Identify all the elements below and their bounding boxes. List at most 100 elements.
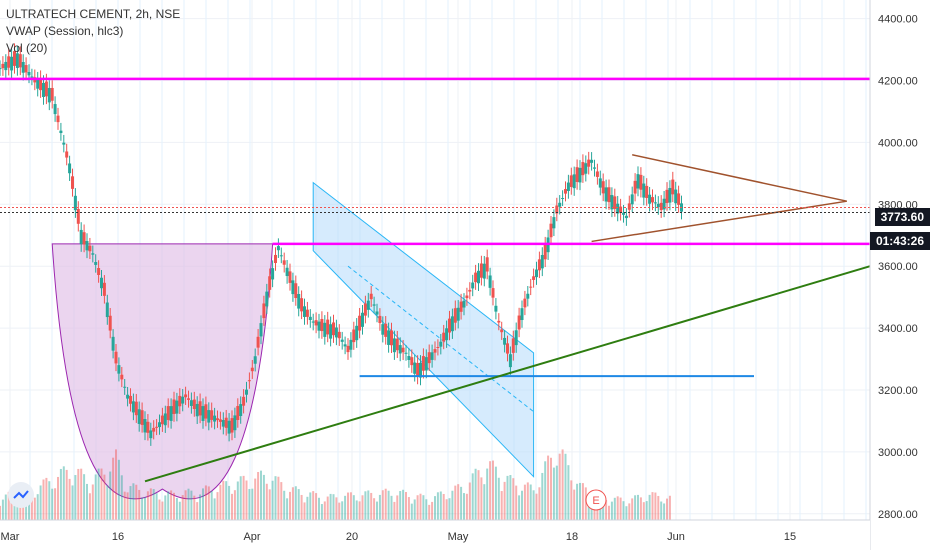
candle-body	[88, 245, 92, 252]
ascending-trendline[interactable]	[144, 265, 871, 483]
tradingview-logo-icon[interactable]	[8, 482, 34, 508]
volume-bar	[161, 501, 164, 520]
candle-body	[253, 356, 257, 364]
volume-bar	[106, 485, 109, 520]
candle-body	[285, 267, 289, 277]
candle-body	[187, 398, 190, 400]
volume-bar	[265, 483, 268, 520]
volume-bar	[109, 471, 112, 520]
volume-bar	[428, 504, 431, 520]
candle-body	[363, 303, 367, 316]
volume-bar	[202, 488, 204, 520]
candle-body	[300, 298, 304, 312]
candle-body	[18, 54, 22, 68]
candle-body	[172, 399, 176, 415]
candle-body	[140, 410, 144, 425]
candle-body	[340, 339, 344, 342]
candle-body	[662, 198, 666, 210]
volume-bar	[521, 490, 523, 520]
volume-bar	[91, 484, 94, 520]
triangle-upper-line[interactable]	[632, 154, 847, 202]
candle-body	[450, 316, 454, 332]
x-tick-label: 16	[112, 531, 124, 543]
volume-bar	[381, 490, 384, 520]
candle-body	[511, 338, 515, 353]
volume-bar	[526, 482, 529, 520]
candle-body	[155, 426, 159, 428]
candle-body	[500, 329, 504, 333]
volume-bar	[413, 499, 416, 520]
volume-bar	[103, 474, 106, 520]
cup-pattern[interactable]	[51, 243, 274, 500]
candle-body	[120, 374, 124, 380]
candle-body	[7, 56, 11, 68]
volume-bar	[51, 488, 54, 520]
channel-midline[interactable]	[347, 265, 534, 413]
volume-bar	[83, 474, 86, 520]
legend-volume[interactable]: Vol (20)	[6, 41, 48, 55]
candle-body	[221, 420, 225, 427]
volume-bar	[173, 492, 175, 520]
candle-body	[526, 293, 530, 299]
volume-bar	[602, 495, 605, 520]
volume-bar	[648, 494, 651, 520]
volume-bar	[225, 481, 228, 520]
volume-bar	[410, 503, 413, 520]
candle-body	[482, 263, 486, 279]
volume-bar	[77, 468, 80, 520]
descending-channel[interactable]	[312, 181, 535, 478]
candle-body	[610, 195, 614, 210]
volume-bar	[451, 490, 454, 520]
candle-body	[395, 338, 399, 351]
volume-bar	[463, 493, 465, 520]
volume-bar	[364, 491, 367, 520]
time-axis[interactable]	[0, 520, 870, 550]
volume-bar	[303, 502, 306, 520]
volume-bar	[268, 489, 271, 520]
candle-body	[271, 268, 275, 280]
legend-vwap[interactable]: VWAP (Session, hlc3)	[6, 24, 124, 38]
candle-body	[549, 223, 553, 238]
price-axis[interactable]	[870, 0, 932, 550]
candle-body	[152, 427, 156, 432]
candle-body	[639, 174, 643, 190]
volume-bar	[663, 503, 666, 520]
volume-bar	[564, 453, 567, 520]
volume-bar	[54, 488, 57, 520]
volume-bar	[86, 483, 88, 520]
legend-symbol[interactable]: ULTRATECH CEMENT, 2h, NSE	[6, 7, 181, 21]
volume-bar	[500, 491, 503, 520]
candle-body	[430, 352, 434, 360]
volume-bar	[120, 475, 123, 520]
candle-body	[491, 288, 495, 298]
y-tick-label: 4400.00	[878, 14, 918, 26]
volume-bar	[59, 468, 62, 520]
candle-body	[265, 291, 269, 307]
volume-bar	[329, 493, 332, 520]
volume-bar	[170, 490, 173, 520]
candle-body	[355, 325, 359, 341]
candle-body	[651, 197, 654, 203]
volume-bar	[175, 498, 178, 520]
candle-body	[250, 367, 254, 372]
volume-bar	[541, 472, 544, 520]
candle-body	[459, 301, 463, 312]
candle-body	[668, 187, 672, 203]
volume-bar	[326, 496, 329, 520]
earnings-marker[interactable]	[585, 489, 607, 511]
volume-bar	[631, 498, 634, 520]
candle-body	[317, 321, 321, 331]
y-tick-label: 2800.00	[878, 509, 918, 521]
volume-bar	[129, 486, 132, 520]
volume-bar	[341, 501, 344, 520]
volume-bar	[552, 467, 555, 520]
candle-body	[636, 174, 640, 189]
candle-body	[343, 344, 347, 347]
volume-bar	[254, 478, 257, 520]
candle-body	[291, 280, 295, 295]
candle-body	[346, 345, 350, 353]
candle-body	[564, 189, 567, 194]
candle-body	[404, 352, 408, 354]
